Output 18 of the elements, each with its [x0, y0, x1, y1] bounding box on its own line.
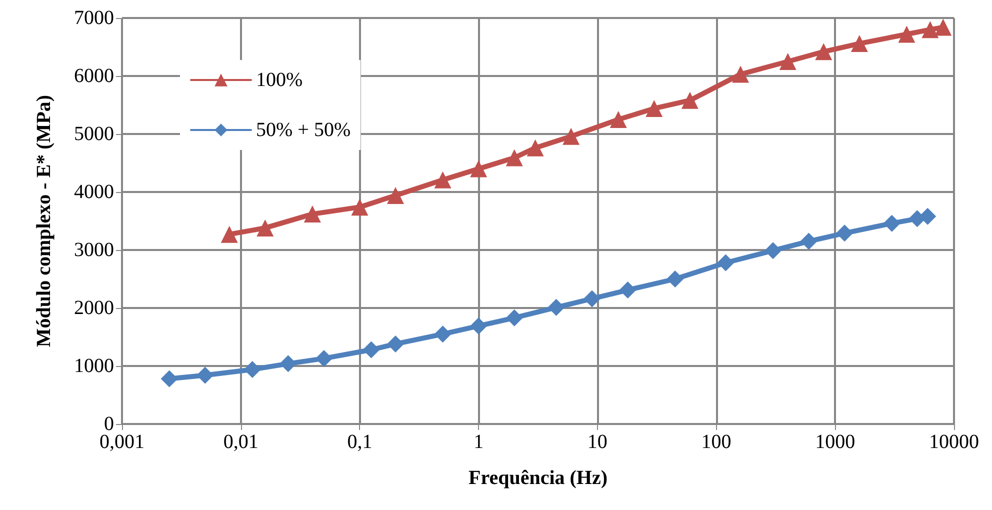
x-axis-title: Frequência (Hz)	[468, 467, 608, 489]
y-axis-title: Módulo complexo - E* (MPa)	[33, 94, 55, 348]
legend-label: 50% + 50%	[256, 119, 351, 141]
y-tick-label: 2000	[74, 297, 114, 319]
x-tick-label: 1000	[815, 431, 856, 453]
x-tick-label: 0,1	[347, 431, 372, 453]
y-tick-label: 4000	[74, 181, 114, 203]
x-tick-label: 1	[474, 431, 484, 453]
y-tick-label: 5000	[74, 123, 114, 145]
x-tick-label: 100	[701, 431, 732, 453]
x-tick-label: 10000	[929, 431, 979, 453]
y-tick-label: 7000	[74, 7, 114, 29]
y-tick-label: 6000	[74, 65, 114, 87]
legend-label: 100%	[256, 69, 303, 91]
x-tick-label: 10	[587, 431, 608, 453]
y-tick-label: 3000	[74, 239, 114, 261]
y-tick-label: 1000	[74, 355, 114, 377]
x-tick-label: 0,01	[223, 431, 258, 453]
